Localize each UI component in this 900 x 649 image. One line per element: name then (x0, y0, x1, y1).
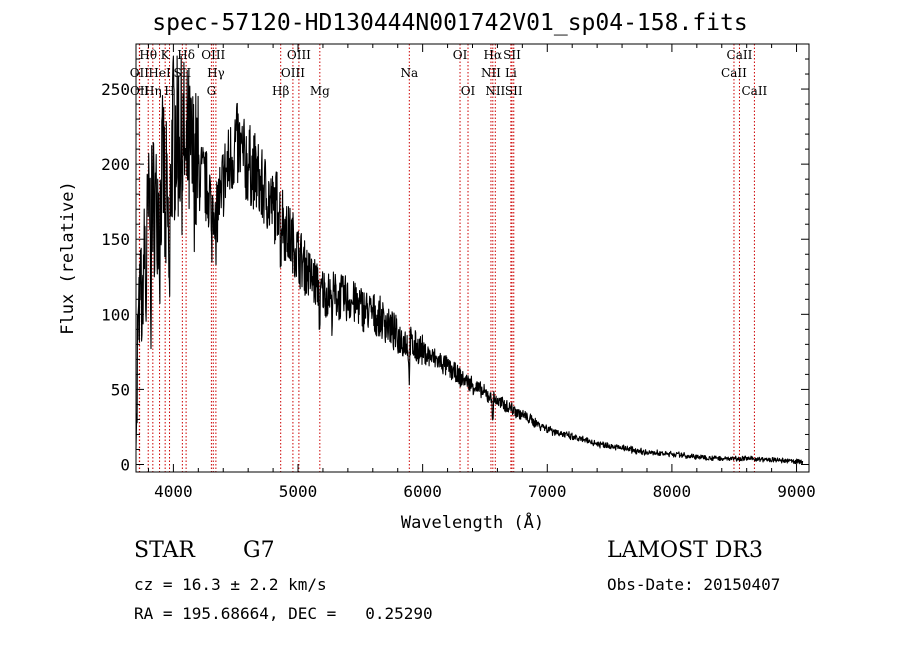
spectral-line-label: K (161, 48, 171, 62)
spectral-line-label: OIII (281, 66, 305, 80)
redshift-readout: cz = 16.3 ± 2.2 km/s (134, 575, 327, 594)
spectral-line-label: CaII (741, 84, 767, 98)
spectral-line-label: Hη (144, 84, 162, 98)
spectral-line-label: SII (174, 66, 192, 80)
survey-name: LAMOST DR3 (607, 538, 763, 563)
spectral-line-label: CaII (721, 66, 747, 80)
spectral-line-label: OII (130, 84, 150, 98)
y-tick-label: 50 (111, 380, 130, 399)
x-axis-label: Wavelength (Å) (401, 511, 544, 533)
y-tick-label: 250 (101, 80, 130, 99)
spectral-line-label: Mg (310, 84, 330, 98)
y-axis-ticks: 0 50 100 150 200 250 (101, 58, 809, 474)
spectral-line-label: OIII (287, 48, 311, 62)
y-tick-label: 100 (101, 305, 130, 324)
x-tick-label: 5000 (279, 482, 318, 501)
spectral-line-label: Na (400, 66, 418, 80)
spectral-line-label: G (207, 84, 217, 98)
spectral-line-markers (138, 44, 755, 472)
spectral-line-label: Hβ (272, 84, 289, 98)
spectral-line-label: Hγ (207, 66, 225, 80)
spectral-line-label: H (164, 84, 174, 98)
y-tick-label: 200 (101, 155, 130, 174)
y-axis-label: Flux (relative) (58, 181, 78, 335)
y-tick-label: 150 (101, 230, 130, 249)
object-subclass: G7 (243, 538, 275, 563)
spectral-line-label: Hδ (177, 48, 195, 62)
spectral-line-label: NII (485, 84, 505, 98)
observation-date: Obs-Date: 20150407 (607, 575, 781, 594)
spectral-line-label: OI (461, 84, 476, 98)
x-tick-label: 8000 (653, 482, 692, 501)
x-tick-label: 4000 (154, 482, 193, 501)
spectral-line-label: HeI (148, 66, 171, 80)
spectral-line-label: SII (503, 48, 521, 62)
plot-title: spec-57120-HD130444N001742V01_sp04-158.f… (152, 10, 748, 36)
spectral-line-label: OII (130, 66, 150, 80)
x-tick-label: 6000 (403, 482, 442, 501)
spectral-line-label: OIII (201, 48, 225, 62)
x-axis-ticks: 4000 5000 6000 7000 8000 9000 (147, 44, 816, 501)
spectral-line-label: NII (481, 66, 501, 80)
x-tick-label: 7000 (528, 482, 567, 501)
spectral-line-label: SII (505, 84, 523, 98)
spectral-line-label: Hθ (139, 48, 157, 62)
spectral-line-label: Li (505, 66, 517, 80)
spectral-line-label: OI (453, 48, 468, 62)
object-class: STAR (134, 538, 195, 563)
coordinates-readout: RA = 195.68664, DEC = 0.25290 (134, 604, 433, 623)
y-tick-label: 0 (120, 455, 130, 474)
x-tick-label: 9000 (777, 482, 816, 501)
spectral-line-label: CaII (727, 48, 753, 62)
spectrum-line (135, 55, 804, 465)
spectral-line-label: Hα (484, 48, 503, 62)
